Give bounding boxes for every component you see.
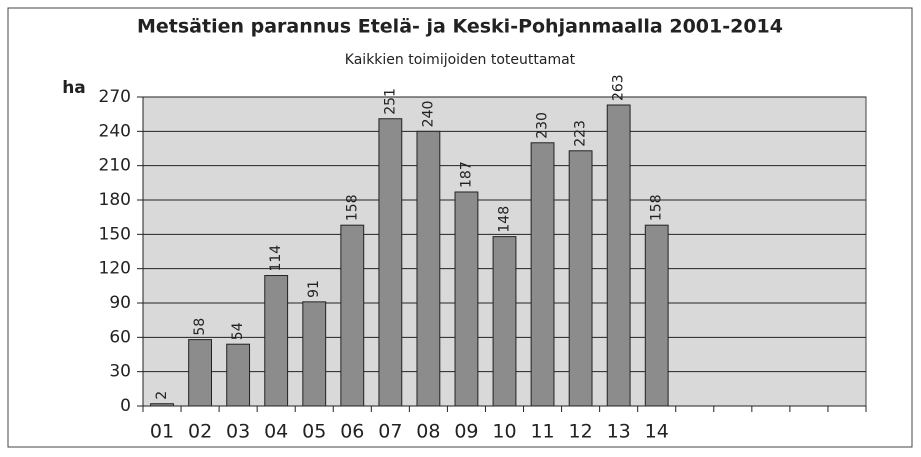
bar xyxy=(568,150,593,407)
bar xyxy=(454,191,479,407)
bar xyxy=(302,301,327,407)
data-label: 158 xyxy=(649,194,665,221)
data-label: 223 xyxy=(573,120,589,147)
y-tick-label: 150 xyxy=(99,224,131,244)
x-tick-label: 06 xyxy=(340,421,364,443)
bar xyxy=(378,118,403,407)
x-tick-label: 08 xyxy=(416,421,440,443)
x-tick-label: 11 xyxy=(530,421,554,443)
bar xyxy=(188,339,212,407)
y-tick-label: 270 xyxy=(99,87,131,107)
data-label: 263 xyxy=(611,74,627,101)
bar xyxy=(644,224,669,407)
x-tick-label: 09 xyxy=(454,421,478,443)
x-tick-label: 01 xyxy=(150,421,174,443)
y-tick-label: 180 xyxy=(99,190,131,210)
data-label: 54 xyxy=(230,322,246,340)
data-label: 251 xyxy=(382,88,398,115)
y-tick-label: 60 xyxy=(109,327,131,347)
data-label: 230 xyxy=(535,112,551,139)
x-tick-label: 12 xyxy=(569,421,593,443)
chart-title: Metsätien parannus Etelä- ja Keski-Pohja… xyxy=(137,16,783,38)
data-label: 91 xyxy=(306,280,322,298)
x-tick-label: 05 xyxy=(302,421,326,443)
data-label: 2 xyxy=(154,391,170,400)
bar xyxy=(606,104,631,407)
chart-subtitle: Kaikkien toimijoiden toteuttamat xyxy=(345,52,576,68)
bar xyxy=(492,236,517,407)
bar xyxy=(416,130,441,407)
data-label: 187 xyxy=(458,161,474,188)
x-tick-label: 04 xyxy=(264,421,288,443)
bar xyxy=(530,142,555,407)
x-tick-label: 03 xyxy=(226,421,250,443)
bar xyxy=(264,275,289,407)
x-tick-label: 02 xyxy=(188,421,212,443)
x-tick-label: 13 xyxy=(607,421,631,443)
y-tick-label: 0 xyxy=(120,396,131,416)
y-tick-label: 240 xyxy=(99,121,131,141)
x-tick-label: 14 xyxy=(645,421,669,443)
data-label: 114 xyxy=(268,245,284,272)
y-axis-label: ha xyxy=(62,78,86,98)
data-label: 158 xyxy=(344,194,360,221)
y-tick-label: 90 xyxy=(109,293,131,313)
data-label: 58 xyxy=(192,318,208,336)
y-tick-label: 210 xyxy=(99,156,131,176)
bar xyxy=(340,224,365,407)
y-tick-label: 30 xyxy=(109,362,131,382)
data-label: 240 xyxy=(420,101,436,128)
y-tick-label: 120 xyxy=(99,259,131,279)
x-tick-label: 07 xyxy=(378,421,402,443)
data-label: 148 xyxy=(497,206,513,233)
x-tick-label: 10 xyxy=(492,421,516,443)
bar xyxy=(226,343,251,407)
